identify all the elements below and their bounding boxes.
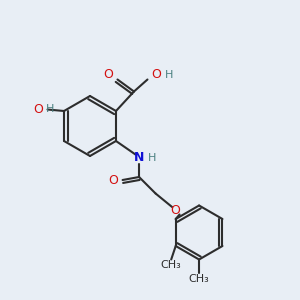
Text: CH₃: CH₃ — [161, 260, 182, 271]
Text: O: O — [152, 68, 161, 82]
Text: H: H — [165, 70, 174, 80]
Text: O: O — [109, 173, 118, 187]
Text: O: O — [171, 204, 181, 217]
Text: H: H — [148, 152, 156, 163]
Text: CH₃: CH₃ — [189, 274, 209, 284]
Text: H: H — [46, 104, 55, 115]
Text: O: O — [103, 68, 113, 82]
Text: O: O — [34, 103, 44, 116]
Text: N: N — [134, 151, 144, 164]
